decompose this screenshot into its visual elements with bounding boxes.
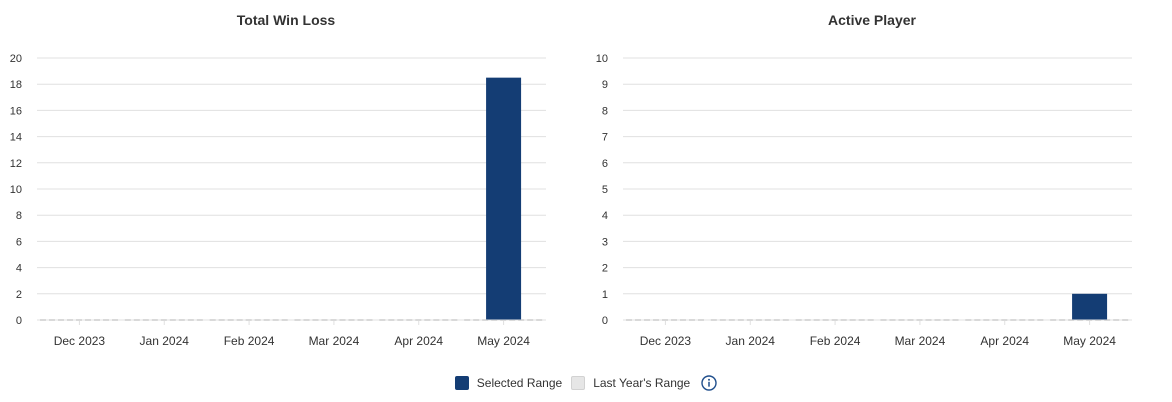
y-tick-label: 18 [10, 79, 22, 91]
x-tick-label: May 2024 [1063, 334, 1116, 348]
x-tick-label: Feb 2024 [810, 334, 861, 348]
y-tick-label: 8 [16, 210, 22, 222]
y-tick-label: 2 [602, 263, 608, 275]
y-tick-label: 6 [602, 158, 608, 170]
y-tick-label: 14 [10, 132, 22, 144]
y-tick-label: 0 [602, 315, 608, 327]
x-tick-label: Dec 2023 [640, 334, 692, 348]
y-tick-label: 12 [10, 158, 22, 170]
chart-title: Total Win Loss [237, 12, 336, 28]
legend-item-selected-range[interactable]: Selected Range [454, 376, 563, 390]
bar-selected [486, 77, 522, 321]
x-tick-label: Apr 2024 [980, 334, 1029, 348]
x-tick-label: Dec 2023 [54, 334, 106, 348]
y-tick-label: 8 [602, 105, 608, 117]
legend-item-last-year-range[interactable]: Last Year's Range [571, 376, 690, 390]
x-tick-label: May 2024 [477, 334, 530, 348]
y-tick-label: 9 [602, 79, 608, 91]
y-tick-label: 10 [596, 53, 608, 65]
y-tick-label: 5 [602, 184, 608, 196]
y-tick-label: 4 [16, 263, 22, 275]
y-tick-label: 6 [16, 236, 22, 248]
y-tick-label: 2 [16, 289, 22, 301]
legend-label-last-year: Last Year's Range [593, 376, 691, 390]
info-circle-icon[interactable] [701, 375, 717, 391]
y-tick-label: 10 [10, 184, 22, 196]
x-tick-label: Mar 2024 [309, 334, 360, 348]
y-tick-label: 4 [602, 210, 608, 222]
y-tick-label: 20 [10, 53, 22, 65]
x-tick-label: Feb 2024 [224, 334, 275, 348]
chart-title: Active Player [828, 12, 916, 28]
chart-1: Total Win Loss 0 2 4 6 8 10 12 14 16 18 20 Dec 2023 J… [10, 12, 546, 348]
bar-selected [1072, 293, 1108, 320]
legend-swatch-last-year [571, 376, 586, 390]
chart-2: Active Player 0 1 2 3 4 5 6 7 8 9 10 Dec 2023 Jan 202… [596, 12, 1132, 348]
x-tick-label: Mar 2024 [895, 334, 946, 348]
x-tick-label: Jan 2024 [726, 334, 776, 348]
y-tick-label: 7 [602, 132, 608, 144]
y-tick-label: 0 [16, 315, 22, 327]
x-tick-label: Apr 2024 [394, 334, 443, 348]
legend-label-selected: Selected Range [476, 376, 563, 390]
x-tick-label: Jan 2024 [140, 334, 190, 348]
y-tick-label: 16 [10, 105, 22, 117]
y-tick-label: 3 [602, 236, 608, 248]
y-tick-label: 1 [602, 289, 608, 301]
chart-legend: Selected Range Last Year's Range [0, 372, 1172, 394]
legend-swatch-selected [454, 376, 469, 390]
